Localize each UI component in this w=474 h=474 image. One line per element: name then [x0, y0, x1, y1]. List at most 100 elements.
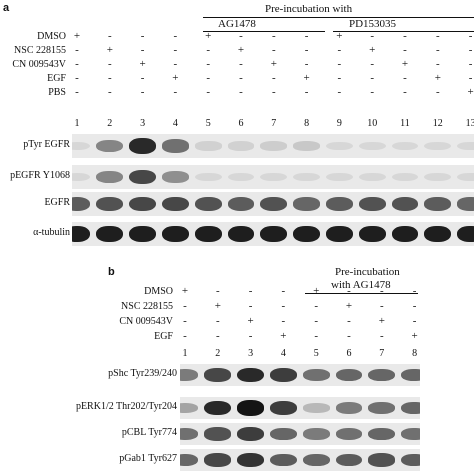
treatment-sign: - — [304, 30, 309, 42]
blot-band — [335, 428, 363, 440]
treatment-sign: - — [468, 72, 473, 84]
blot-band — [457, 172, 474, 182]
blot-band — [358, 141, 386, 151]
treatment-sign: - — [403, 72, 407, 84]
blot-label: pEGFR Y1068 — [10, 170, 70, 181]
treatment-label: DMSO — [37, 31, 66, 42]
treatment-sign: - — [248, 330, 253, 342]
lane-number: 12 — [432, 118, 443, 129]
blot-band — [391, 225, 419, 243]
treatment-sign: - — [271, 86, 276, 98]
blot-band — [325, 197, 353, 211]
blot-band — [325, 225, 353, 243]
treatment-sign: - — [271, 30, 276, 42]
treatment-sign: + — [345, 300, 353, 312]
blot-strip — [72, 134, 474, 158]
treatment-sign: - — [183, 315, 187, 327]
panel-a-group2-label: PD153035 — [349, 18, 397, 30]
blot-band — [161, 139, 189, 153]
treatment-sign: - — [281, 300, 286, 312]
blot-label: pERK1/2 Thr202/Tyr204 — [75, 401, 177, 412]
blot-band — [194, 196, 222, 212]
treatment-sign: - — [468, 58, 473, 70]
blot-band — [180, 369, 199, 381]
lane-number: 4 — [172, 118, 178, 129]
treatment-sign: - — [379, 300, 384, 312]
lane-number: 2 — [107, 118, 113, 129]
treatment-sign: - — [206, 58, 211, 70]
blot-label: pTyr EGFR — [23, 139, 70, 150]
blot-band — [302, 453, 330, 467]
treatment-sign: + — [73, 30, 81, 42]
blot-band — [237, 452, 265, 468]
blot-band — [293, 141, 321, 151]
treatment-sign: - — [468, 30, 473, 42]
blot-band — [293, 172, 321, 182]
lane-number: 7 — [271, 118, 277, 129]
treatment-sign: - — [206, 44, 211, 56]
blot-label: EGFR — [44, 197, 70, 208]
treatment-sign: - — [183, 300, 187, 312]
lane-number: 2 — [215, 348, 221, 359]
lane-number: 8 — [412, 348, 418, 359]
panel-a-preincubation-line — [203, 17, 474, 18]
blot-band — [358, 225, 386, 243]
blot-band — [260, 172, 288, 182]
treatment-label: NSC 228155 — [14, 45, 66, 56]
blot-band — [457, 141, 474, 151]
treatment-sign: - — [304, 86, 309, 98]
treatment-sign: - — [403, 44, 407, 56]
blot-label: pShc Tyr239/240 — [108, 368, 177, 379]
treatment-sign: - — [75, 86, 79, 98]
blot-band — [204, 427, 232, 441]
blot-band — [401, 428, 420, 440]
blot-label: α-tubulin — [33, 227, 70, 238]
panel-a-group1-label: AG1478 — [218, 18, 256, 30]
blot-strip — [180, 423, 420, 445]
treatment-sign: - — [215, 315, 220, 327]
treatment-sign: - — [370, 58, 375, 70]
treatment-sign: - — [370, 30, 375, 42]
blot-band — [204, 368, 232, 382]
treatment-sign: + — [280, 330, 287, 342]
blot-band — [424, 172, 452, 182]
blot-band — [180, 453, 199, 467]
blot-band — [72, 225, 91, 243]
blot-band — [457, 197, 474, 211]
blot-band — [129, 169, 157, 185]
lane-number: 6 — [346, 348, 352, 359]
lane-number: 1 — [182, 348, 188, 359]
treatment-sign: - — [173, 44, 178, 56]
blot-band — [335, 402, 363, 414]
panel-a-group1-line — [203, 31, 325, 32]
treatment-label: DMSO — [144, 286, 173, 297]
blot-band — [194, 141, 222, 151]
treatment-sign: - — [412, 285, 417, 297]
treatment-sign: + — [139, 58, 146, 70]
lane-number: 4 — [280, 348, 286, 359]
treatment-sign: - — [107, 30, 112, 42]
blot-band — [180, 402, 199, 413]
treatment-sign: - — [173, 58, 178, 70]
blot-band — [161, 225, 189, 243]
lane-number: 5 — [313, 348, 319, 359]
treatment-label: CN 009543V — [119, 316, 173, 327]
blot-band — [293, 225, 321, 243]
treatment-sign: - — [281, 285, 286, 297]
lane-number: 6 — [238, 118, 244, 129]
treatment-sign: - — [435, 30, 440, 42]
treatment-sign: - — [140, 30, 145, 42]
blot-band — [358, 196, 386, 212]
blot-band — [302, 403, 330, 413]
blot-band — [293, 197, 321, 211]
blot-band — [96, 170, 124, 184]
blot-band — [227, 197, 255, 211]
treatment-sign: - — [314, 315, 319, 327]
blot-band — [269, 427, 297, 441]
treatment-sign: - — [347, 315, 351, 327]
treatment-sign: + — [369, 44, 376, 56]
treatment-sign: - — [107, 86, 112, 98]
blot-band — [194, 225, 222, 243]
treatment-sign: + — [434, 72, 441, 84]
blot-band — [424, 197, 452, 211]
